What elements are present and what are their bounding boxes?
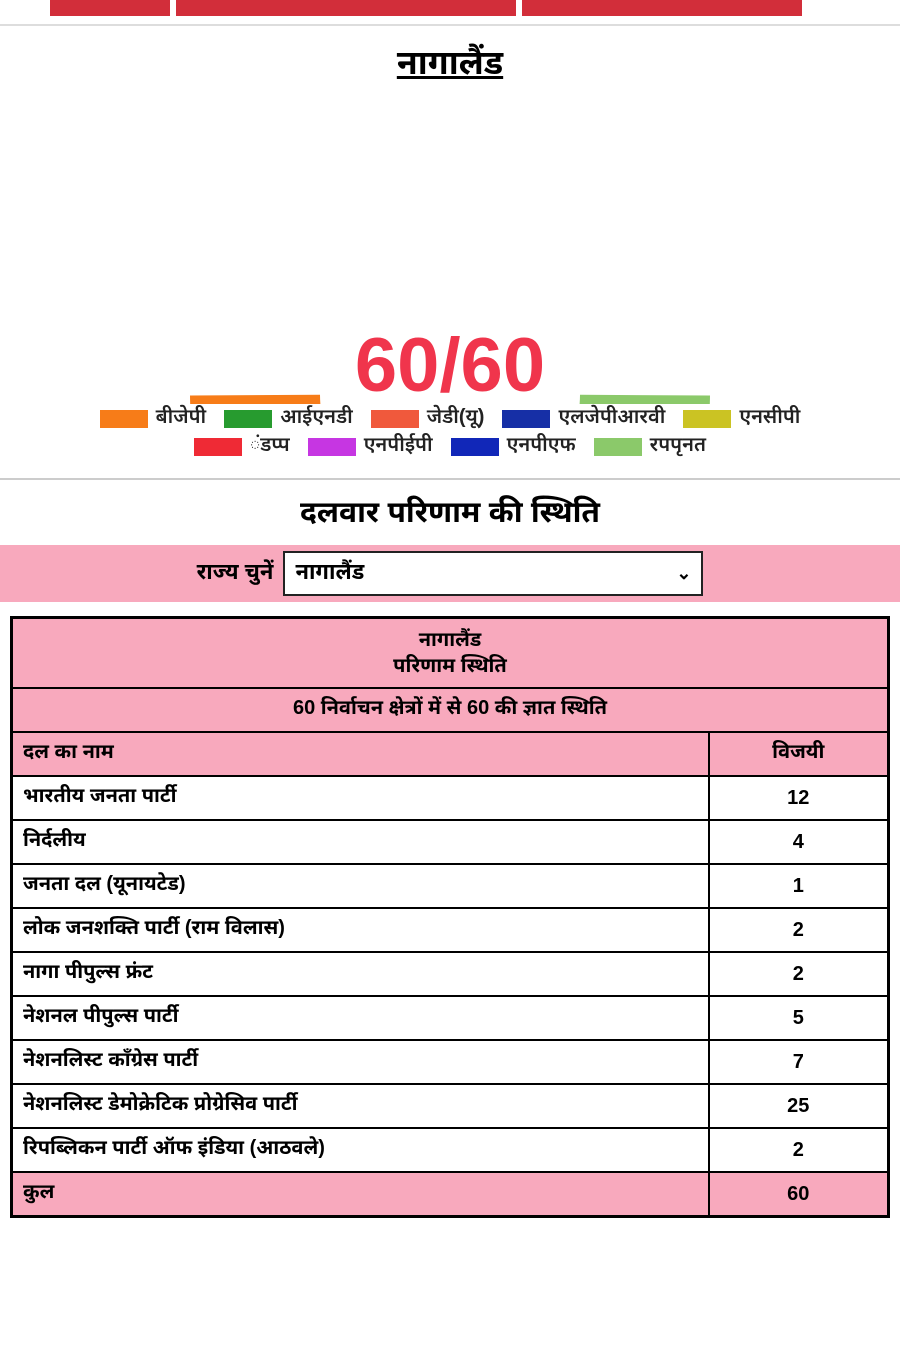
- legend-label: बीजेपी: [156, 406, 207, 432]
- table-row: नेशनलिस्ट डेमोक्रेटिक प्रोग्रेसिव पार्टी…: [12, 1084, 889, 1128]
- cell-party: भारतीय जनता पार्टी: [12, 776, 709, 820]
- legend-label: एनपीईपी: [364, 434, 433, 460]
- table-row: जनता दल (यूनायटेड)1: [12, 864, 889, 908]
- legend-swatch: [308, 438, 356, 456]
- table-row: लोक जनशक्ति पार्टी (राम विलास)2: [12, 908, 889, 952]
- state-select[interactable]: नागालैंड ⌄: [283, 551, 703, 596]
- section-title: दलवार परिणाम की स्थिति: [0, 490, 900, 545]
- chart-center-count: 60/60: [355, 328, 545, 404]
- state-selector-row: राज्य चुनें नागालैंड ⌄: [0, 545, 900, 602]
- state-select-label: राज्य चुनें: [197, 559, 274, 588]
- table-row: निर्दलीय4: [12, 820, 889, 864]
- top-bar: [522, 0, 802, 16]
- legend-item: एनपीईपी: [308, 434, 433, 460]
- cell-party: रिपब्लिकन पार्टी ऑफ इंडिया (आठवले): [12, 1128, 709, 1172]
- cell-party: जनता दल (यूनायटेड): [12, 864, 709, 908]
- legend-label: एलजेपीआरवी: [558, 406, 665, 432]
- legend-item: एलजेपीआरवी: [502, 406, 665, 432]
- legend-swatch: [594, 438, 642, 456]
- cell-won: 1: [709, 864, 889, 908]
- legend-item: रपपृनत: [594, 434, 706, 460]
- state-select-value: नागालैंड: [295, 559, 364, 588]
- col-header-party: दल का नाम: [12, 732, 709, 776]
- legend-swatch: [683, 410, 731, 428]
- legend-label: एनपीएफ: [507, 434, 576, 460]
- legend-swatch: [451, 438, 499, 456]
- cell-party: निर्दलीय: [12, 820, 709, 864]
- cell-won: 7: [709, 1040, 889, 1084]
- legend-label: रपपृनत: [650, 434, 706, 460]
- legend-row-2: ंडप्प एनपीईपी एनपीएफ रपपृनत: [20, 434, 880, 460]
- cell-won: 12: [709, 776, 889, 820]
- legend-swatch: [100, 410, 148, 428]
- chart-title: नागालैंड: [20, 36, 880, 94]
- legend-item: एनसीपी: [683, 406, 800, 432]
- chevron-down-icon: ⌄: [676, 563, 691, 584]
- legend-item: एनपीएफ: [451, 434, 576, 460]
- table-row: नेशनल पीपुल्स पार्टी5: [12, 996, 889, 1040]
- legend-label: जेडी(यू): [427, 406, 485, 432]
- semi-donut-chart: 60/60: [20, 94, 880, 404]
- legend-item: बीजेपी: [100, 406, 207, 432]
- table-title: नागालैंडपरिणाम स्थिति: [12, 618, 889, 689]
- chart-slice: [190, 395, 344, 404]
- legend-label: आईएनडी: [280, 406, 353, 432]
- cell-won: 2: [709, 952, 889, 996]
- table-row: नागा पीपुल्स फ्रंट2: [12, 952, 889, 996]
- cell-party: नेशनलिस्ट कॉंग्रेस पार्टी: [12, 1040, 709, 1084]
- legend-row-1: बीजेपी आईएनडी जेडी(यू) एलजेपीआरवी एनसीपी: [20, 406, 880, 432]
- results-section: दलवार परिणाम की स्थिति राज्य चुनें नागाल…: [0, 490, 900, 1218]
- chart-section: नागालैंड 60/60 बीजेपी आईएनडी जेडी(यू) एलजेप…: [0, 26, 900, 468]
- legend-label: ंडप्प: [250, 434, 290, 460]
- col-header-won: विजयी: [709, 732, 889, 776]
- cell-won: 2: [709, 908, 889, 952]
- legend-swatch: [194, 438, 242, 456]
- legend-swatch: [371, 410, 419, 428]
- cell-total-label: कुल: [12, 1172, 709, 1217]
- legend-item: ंडप्प: [194, 434, 290, 460]
- cell-party: नेशनलिस्ट डेमोक्रेटिक प्रोग्रेसिव पार्टी: [12, 1084, 709, 1128]
- legend-item: आईएनडी: [224, 406, 353, 432]
- divider: [0, 478, 900, 480]
- table-row: नेशनलिस्ट कॉंग्रेस पार्टी7: [12, 1040, 889, 1084]
- chart-slice: [579, 395, 710, 404]
- top-nav-bars: [0, 0, 900, 16]
- legend-label: एनसीपी: [739, 406, 800, 432]
- top-bar: [50, 0, 170, 16]
- legend-item: जेडी(यू): [371, 406, 485, 432]
- table-row: भारतीय जनता पार्टी12: [12, 776, 889, 820]
- cell-total-value: 60: [709, 1172, 889, 1217]
- cell-won: 25: [709, 1084, 889, 1128]
- results-table: नागालैंडपरिणाम स्थिति60 निर्वाचन क्षेत्र…: [10, 616, 890, 1218]
- cell-won: 5: [709, 996, 889, 1040]
- table-row: रिपब्लिकन पार्टी ऑफ इंडिया (आठवले)2: [12, 1128, 889, 1172]
- cell-party: नागा पीपुल्स फ्रंट: [12, 952, 709, 996]
- cell-party: लोक जनशक्ति पार्टी (राम विलास): [12, 908, 709, 952]
- results-table-wrap: नागालैंडपरिणाम स्थिति60 निर्वाचन क्षेत्र…: [0, 602, 900, 1218]
- cell-won: 2: [709, 1128, 889, 1172]
- cell-won: 4: [709, 820, 889, 864]
- cell-party: नेशनल पीपुल्स पार्टी: [12, 996, 709, 1040]
- legend-swatch: [502, 410, 550, 428]
- top-bar: [176, 0, 516, 16]
- legend-swatch: [224, 410, 272, 428]
- table-status: 60 निर्वाचन क्षेत्रों में से 60 की ज्ञात…: [12, 688, 889, 732]
